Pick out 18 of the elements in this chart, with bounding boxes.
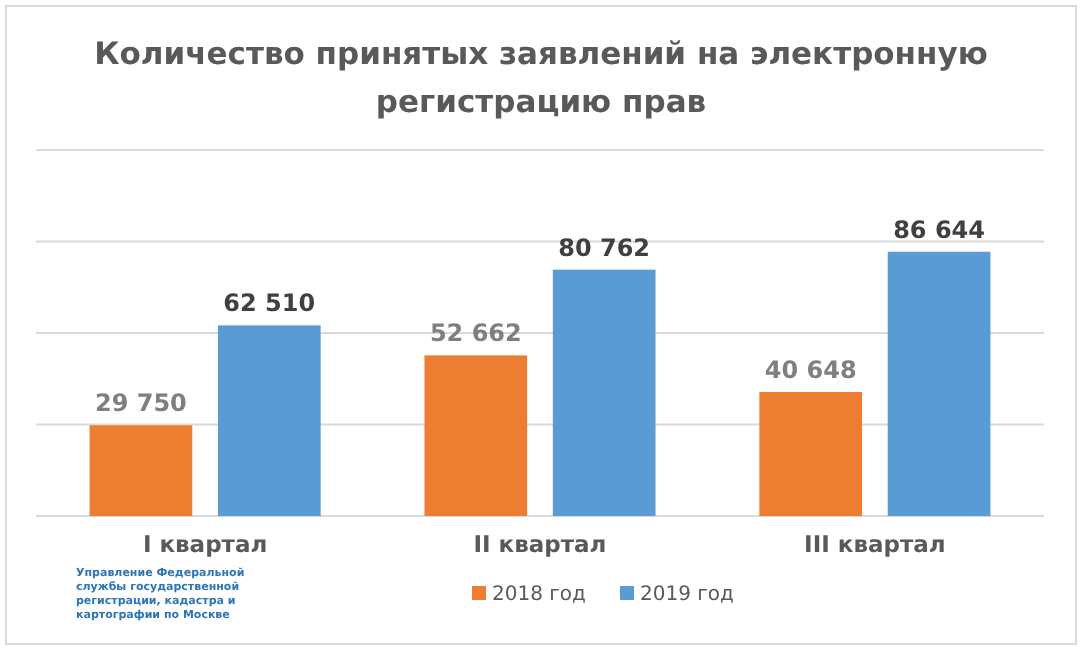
bar <box>552 269 656 516</box>
bar <box>217 325 321 516</box>
x-tick-label: II квартал <box>473 530 607 558</box>
legend-label: 2018 год <box>492 584 586 606</box>
x-tick-label: I квартал <box>142 530 268 558</box>
chart-title: Количество принятых заявлений на электронную регистрацию прав <box>94 36 988 120</box>
bar <box>759 392 863 516</box>
data-label: 62 510 <box>223 289 316 318</box>
bar <box>424 355 528 516</box>
x-tick-label: III квартал <box>804 530 946 558</box>
data-label: 86 644 <box>893 215 986 244</box>
data-label: 40 648 <box>764 356 857 385</box>
bar <box>887 251 991 516</box>
data-label: 52 662 <box>429 319 522 348</box>
bar <box>89 425 193 516</box>
legend-label: 2019 год <box>640 584 734 606</box>
data-label: 80 762 <box>558 233 651 262</box>
data-label: 29 750 <box>94 389 187 418</box>
